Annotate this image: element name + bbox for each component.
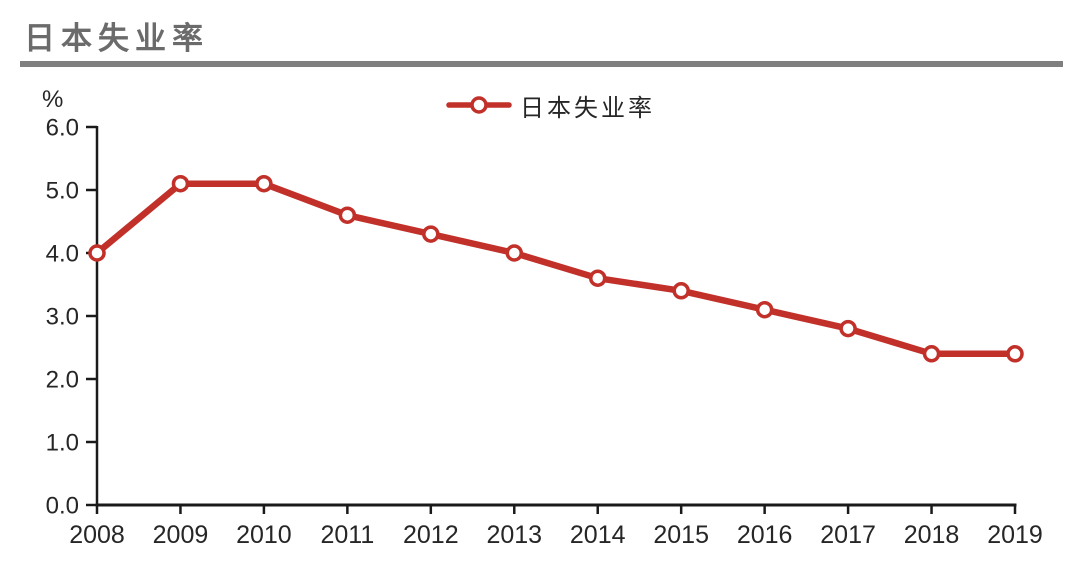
x-tick-label: 2015 — [653, 521, 709, 549]
data-point-marker — [422, 225, 440, 243]
y-tick-label: 1.0 — [46, 430, 79, 457]
data-point-marker — [88, 244, 106, 262]
x-tick-label: 2016 — [737, 521, 793, 549]
x-tick-label: 2019 — [987, 521, 1043, 549]
y-tick-label: 3.0 — [46, 304, 79, 331]
series-line — [93, 180, 1019, 358]
x-tick-label: 2013 — [486, 521, 542, 549]
x-tick-label: 2018 — [904, 521, 960, 549]
y-axis-unit-label: % — [42, 86, 64, 113]
y-tick-label: 0.0 — [46, 493, 79, 520]
data-point-marker — [171, 174, 190, 193]
legend-line-marker-icon — [446, 96, 512, 114]
data-point-marker — [922, 345, 941, 363]
data-point-marker — [338, 206, 357, 224]
data-point-marker — [505, 244, 524, 262]
data-point-marker — [839, 319, 857, 338]
figure-title: 日本失业率 — [24, 21, 209, 56]
x-tick-label: 2009 — [153, 521, 209, 549]
chart-legend: 日本失业率 — [446, 92, 655, 122]
x-tick-label: 2011 — [320, 521, 374, 549]
x-tick-label: 2008 — [69, 521, 125, 549]
x-tick-label: 2010 — [236, 521, 292, 549]
data-point-marker — [672, 282, 690, 300]
data-point-marker — [755, 300, 774, 319]
y-tick-label: 5.0 — [46, 178, 79, 205]
x-tick-label: 2012 — [403, 521, 459, 549]
legend-series-label: 日本失业率 — [520, 95, 655, 122]
data-point-marker — [588, 269, 607, 287]
data-point-marker — [1006, 345, 1024, 363]
title-divider — [20, 61, 1063, 67]
data-point-marker — [255, 174, 273, 193]
x-tick-label: 2017 — [820, 521, 876, 549]
y-tick-label: 2.0 — [46, 367, 79, 394]
x-tick-label: 2014 — [570, 521, 626, 549]
y-tick-label: 4.0 — [46, 241, 79, 268]
y-tick-label: 6.0 — [46, 115, 79, 142]
